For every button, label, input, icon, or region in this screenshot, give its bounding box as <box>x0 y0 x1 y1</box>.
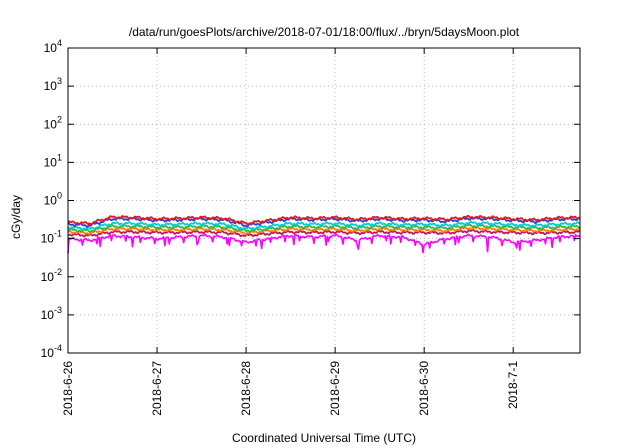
chart-title: /data/run/goesPlots/archive/2018-07-01/1… <box>129 25 520 39</box>
x-ticks: 2018-6-26 2018-6-27 2018-6-28 2018-6-29 2018… <box>61 48 520 416</box>
y-tick-label: 103 <box>44 76 62 93</box>
y-tick-label: 10-4 <box>41 343 62 360</box>
series-line <box>67 228 581 238</box>
series-group <box>67 214 581 254</box>
series-line <box>67 233 581 254</box>
y-tick-label: 10-1 <box>41 229 62 246</box>
grid <box>67 48 580 353</box>
x-tick-label: 2018-6-27 <box>150 361 164 416</box>
series-line <box>67 214 581 226</box>
y-tick-label: 10-2 <box>41 267 62 284</box>
x-axis-label: Coordinated Universal Time (UTC) <box>232 431 416 445</box>
y-axis-label: cGy/day <box>9 195 23 239</box>
y-tick-label: 101 <box>44 152 62 169</box>
x-tick-label: 2018-7-1 <box>506 361 520 409</box>
y-tick-label: 10-3 <box>41 305 62 322</box>
y-ticks: 10-4 10-3 10-2 10-1 100 101 102 103 104 <box>41 38 580 360</box>
x-tick-label: 2018-6-28 <box>239 361 253 416</box>
y-tick-label: 100 <box>44 191 62 208</box>
series-line <box>67 226 581 236</box>
series-line <box>67 216 581 228</box>
y-tick-label: 102 <box>44 114 62 131</box>
y-tick-label: 104 <box>44 38 62 55</box>
x-tick-label: 2018-6-30 <box>417 361 431 416</box>
x-tick-label: 2018-6-29 <box>328 361 342 416</box>
series-line <box>67 223 581 233</box>
x-tick-label: 2018-6-26 <box>61 361 75 416</box>
series-line <box>67 220 581 231</box>
